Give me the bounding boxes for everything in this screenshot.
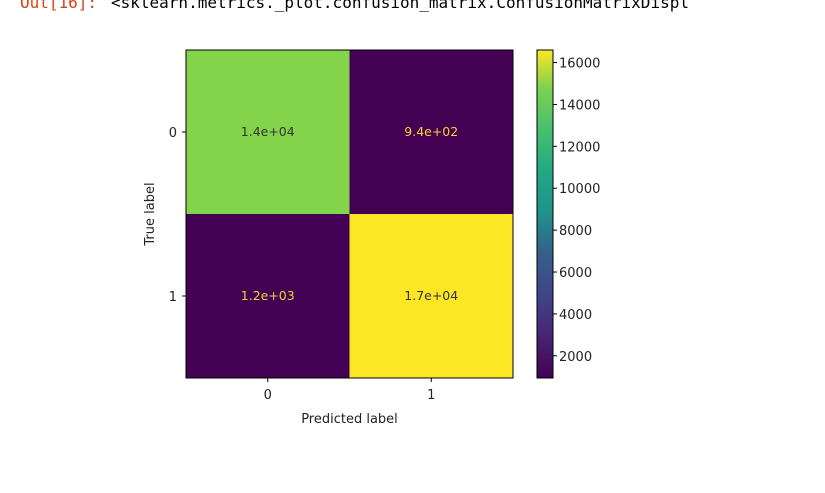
y-axis-label: True label (143, 182, 158, 246)
colorbar-tick-label: 16000 (559, 57, 600, 72)
colorbar-tick-label: 8000 (559, 224, 592, 239)
matrix-cell (349, 50, 513, 214)
matrix-plot: 1.4e+04 9.4e+02 1.2e+03 1.7e+04 0 1 0 1 Predicte… (143, 49, 514, 427)
colorbar-gradient (537, 50, 553, 378)
y-tick-label: 1 (169, 290, 177, 305)
cell-value-label: 1.4e+04 (241, 124, 295, 139)
x-axis-label: Predicted label (301, 412, 398, 427)
x-tick-label: 0 (264, 388, 272, 403)
cell-value-label: 9.4e+02 (404, 124, 458, 139)
matrix-cell (186, 214, 350, 378)
output-repr-text: <sklearn.metrics._plot.confusion_matrix.… (111, 0, 689, 12)
colorbar: 2000 4000 6000 8000 10000 12000 14000 16000 (536, 49, 600, 379)
matrix-frame (185, 49, 514, 379)
colorbar-tick-label: 10000 (559, 182, 600, 197)
colorbar-tick-label: 6000 (559, 266, 592, 281)
x-tick-label: 1 (427, 388, 435, 403)
colorbar-frame (536, 49, 554, 379)
output-prompt: Out[16]: (20, 0, 98, 12)
cell-value-label: 1.7e+04 (404, 288, 458, 303)
cell-value-label: 1.2e+03 (241, 288, 295, 303)
colorbar-tick-label: 14000 (559, 98, 600, 113)
matrix-cell (349, 214, 513, 378)
cell-output-line: Out[16]: <sklearn.metrics._plot.confusio… (0, 0, 825, 15)
colorbar-tick-label: 12000 (559, 140, 600, 155)
y-tick-label: 0 (169, 126, 177, 141)
colorbar-tick-label: 2000 (559, 350, 592, 365)
matrix-cell (186, 50, 350, 214)
colorbar-tick-label: 4000 (559, 308, 592, 323)
